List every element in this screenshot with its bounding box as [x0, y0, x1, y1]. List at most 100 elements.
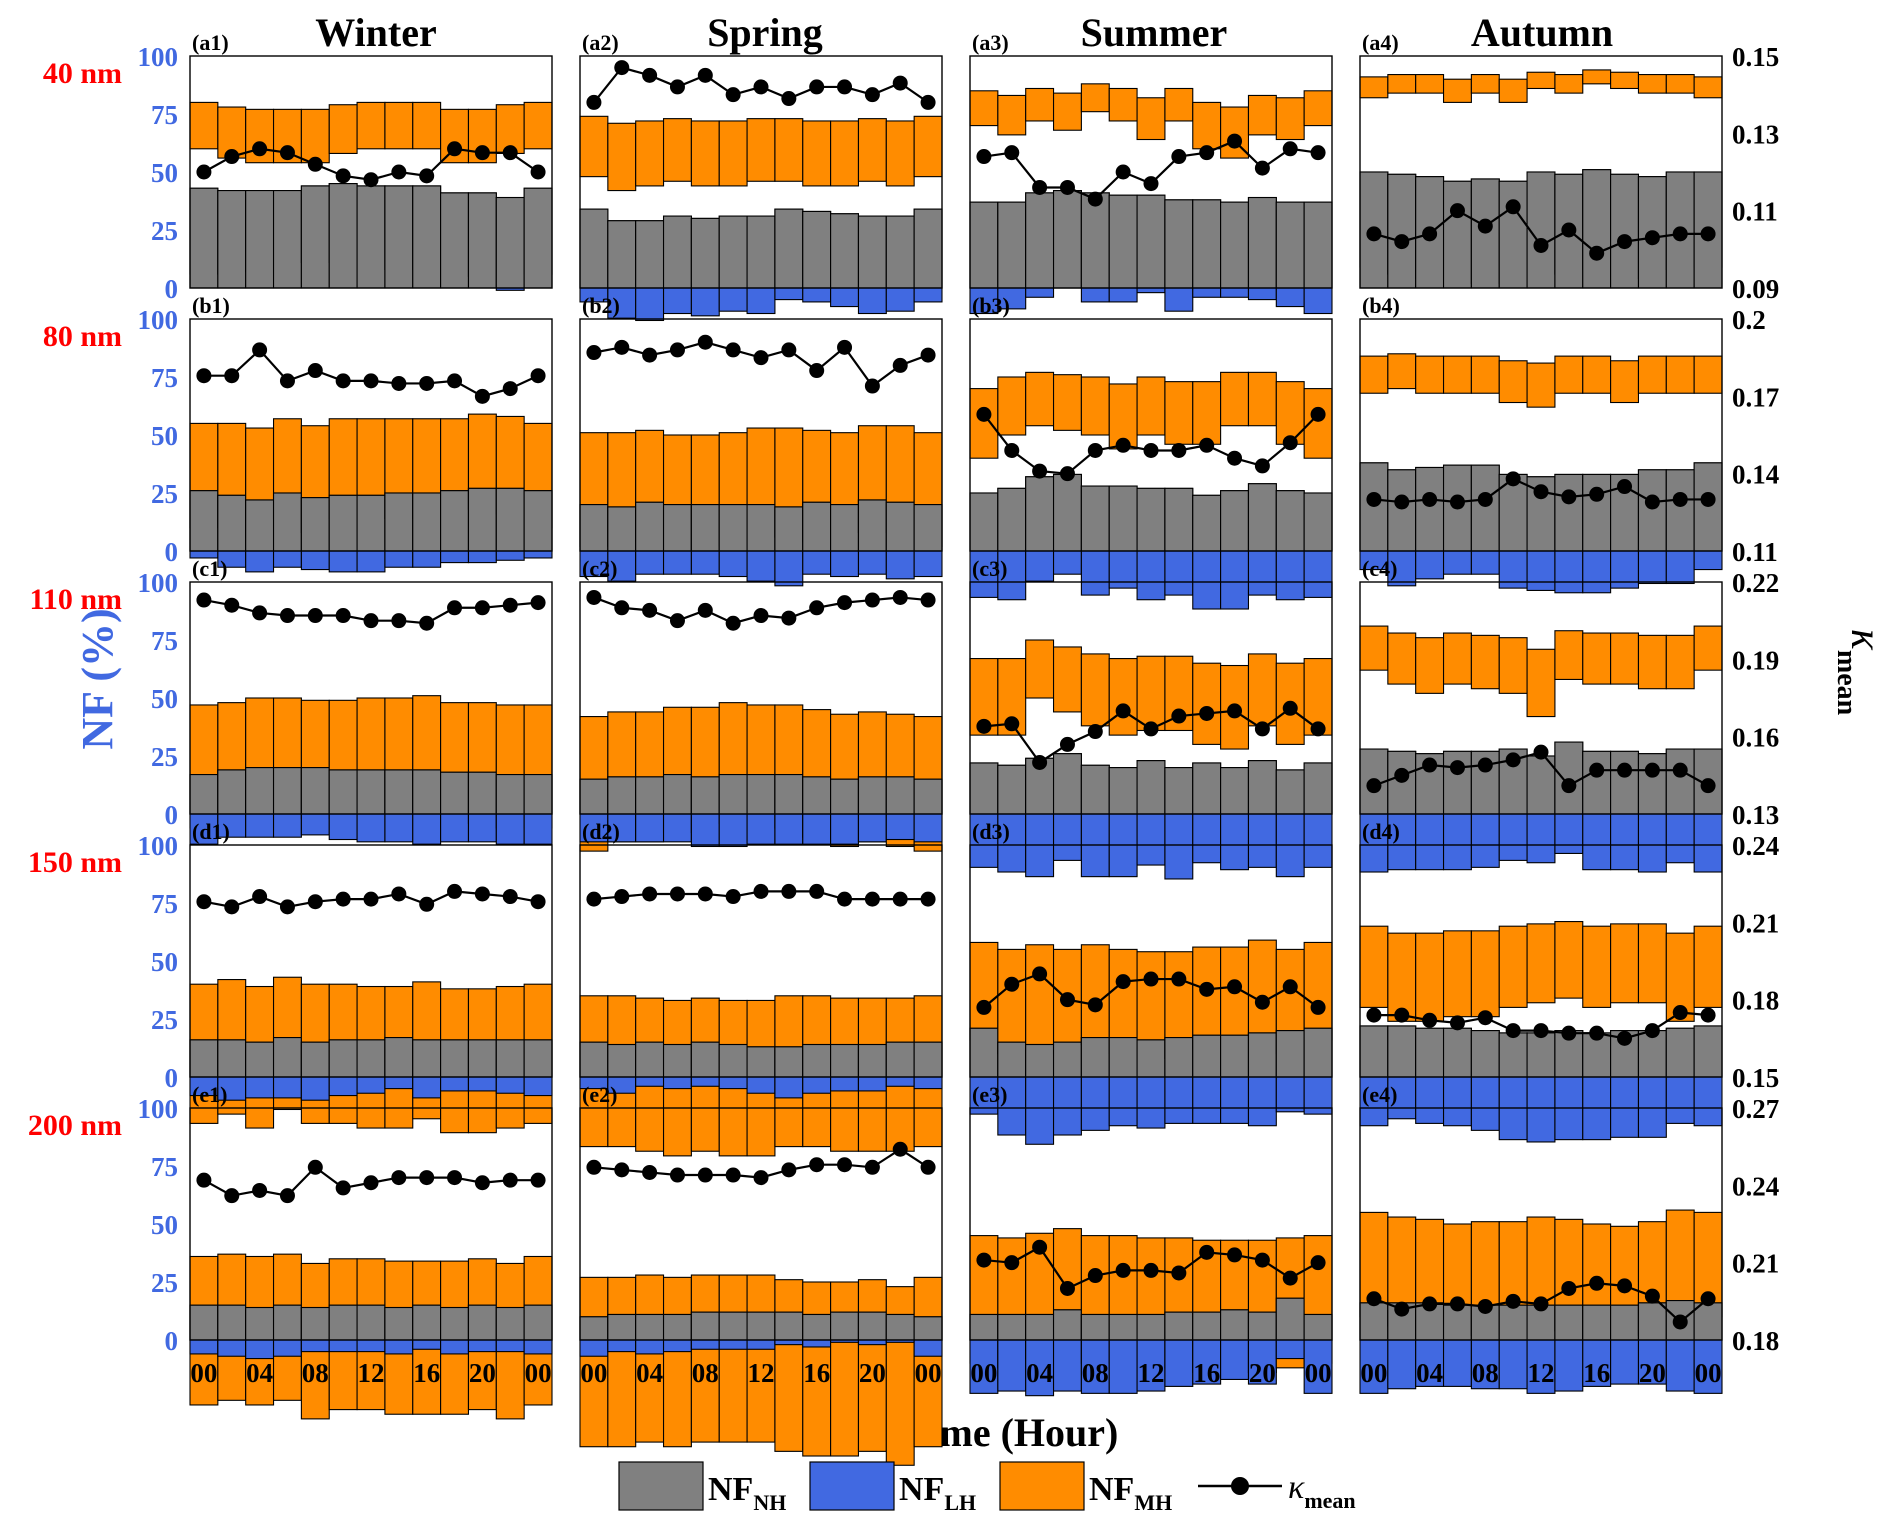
bar-nh	[830, 504, 860, 552]
bar-nh	[885, 501, 915, 552]
bar-nh	[1387, 1025, 1417, 1078]
y-tick-left: 50	[151, 158, 178, 188]
kappa-point	[864, 87, 880, 103]
bar-nh	[1164, 767, 1194, 815]
bar-mh	[913, 115, 943, 178]
bar-nh	[495, 196, 525, 289]
panel-frame	[1359, 581, 1723, 815]
bar-nh	[885, 1041, 915, 1078]
kappa-point	[1505, 199, 1521, 215]
bar-nh	[300, 185, 330, 289]
bar-mh	[662, 118, 692, 182]
panel-label: (a4)	[1362, 30, 1399, 55]
bar-mh	[1442, 632, 1472, 685]
bar-mh	[1415, 355, 1445, 394]
bar-nh	[1220, 490, 1250, 552]
panel-c2: (c2)	[579, 556, 943, 852]
bar-mh	[1303, 90, 1333, 127]
season-title-summer: Summer	[1081, 10, 1228, 55]
bar-mh	[830, 1281, 860, 1457]
panel-frame	[189, 318, 553, 552]
kappa-point	[1589, 1025, 1605, 1041]
bar-mh	[1247, 94, 1277, 136]
bar-nh	[1275, 201, 1305, 289]
bar-nh	[1582, 473, 1612, 552]
bar-mh	[1470, 355, 1500, 394]
kappa-point	[1310, 999, 1326, 1015]
bar-mh	[857, 118, 887, 182]
y-tick-left: 75	[151, 100, 178, 130]
bar-nh	[467, 192, 497, 289]
y-tick-left: 25	[151, 216, 178, 246]
bar-nh	[272, 1304, 302, 1341]
kappa-point	[1227, 979, 1243, 995]
bar-nh	[1247, 1032, 1277, 1078]
panel-frame	[189, 581, 553, 815]
kappa-point	[1394, 234, 1410, 250]
kappa-point	[1310, 721, 1326, 737]
bar-nh	[1136, 1313, 1166, 1341]
kappa-point	[1004, 976, 1020, 992]
kappa-point	[1505, 752, 1521, 768]
kappa-point	[1282, 141, 1298, 157]
kappa-point	[391, 164, 407, 180]
bar-mh	[1637, 923, 1667, 1004]
y-tick-left: 0	[165, 1326, 179, 1356]
bar-nh	[830, 1311, 860, 1341]
kappa-point	[1171, 708, 1187, 724]
kappa-point	[1394, 494, 1410, 510]
bar-nh	[245, 499, 275, 552]
bar-mh	[1442, 930, 1472, 1018]
kappa-point	[474, 388, 490, 404]
bar-mh	[1192, 662, 1222, 745]
bar-nh	[662, 774, 692, 815]
kappa-point	[642, 347, 658, 363]
bar-nh	[746, 1311, 776, 1341]
legend-label-nh: NFNH	[708, 1471, 786, 1515]
kappa-point	[1561, 222, 1577, 238]
kappa-point	[781, 883, 797, 899]
x-tick: 12	[358, 1358, 385, 1388]
kappa-point	[1087, 1268, 1103, 1284]
bar-nh	[1025, 1313, 1055, 1341]
bar-nh	[913, 504, 943, 552]
bar-mh	[1359, 76, 1389, 99]
bar-mh	[1359, 625, 1389, 671]
panel-frame	[1359, 844, 1723, 1078]
bar-nh	[1108, 194, 1138, 289]
kappa-point	[391, 613, 407, 629]
x-tick: 16	[803, 1358, 830, 1388]
bar-nh	[1080, 192, 1110, 289]
bar-nh	[384, 769, 414, 815]
kappa-point	[864, 378, 880, 394]
kappa-point	[1199, 1244, 1215, 1260]
panel-label: (d2)	[582, 819, 620, 844]
y-tick-right: 0.18	[1732, 986, 1779, 1016]
y-tick-right: 0.15	[1732, 42, 1779, 72]
bar-mh	[523, 101, 553, 150]
kappa-point	[753, 608, 769, 624]
panel-d2: (d2)	[579, 819, 943, 1157]
bar-nh	[272, 767, 302, 815]
kappa-point	[1477, 218, 1493, 234]
bar-nh	[690, 776, 720, 815]
x-tick: 00	[525, 1358, 552, 1388]
bar-nh	[913, 1316, 943, 1341]
kappa-point	[976, 1252, 992, 1268]
bar-nh	[1052, 1041, 1082, 1078]
bar-nh	[300, 497, 330, 552]
bar-nh	[245, 190, 275, 289]
kappa-point	[1004, 1255, 1020, 1271]
kappa-point	[279, 1188, 295, 1204]
kappa-point	[725, 889, 741, 905]
x-tick: 00	[970, 1358, 997, 1388]
bar-nh	[1247, 1311, 1277, 1341]
kappa-point	[1254, 160, 1270, 176]
kappa-point	[335, 1180, 351, 1196]
kappa-point	[1533, 237, 1549, 253]
bar-nh	[1637, 1302, 1667, 1341]
bar-nh	[774, 208, 804, 289]
kappa-point	[1449, 203, 1465, 219]
kappa-point	[447, 883, 463, 899]
bar-mh	[635, 1274, 665, 1443]
